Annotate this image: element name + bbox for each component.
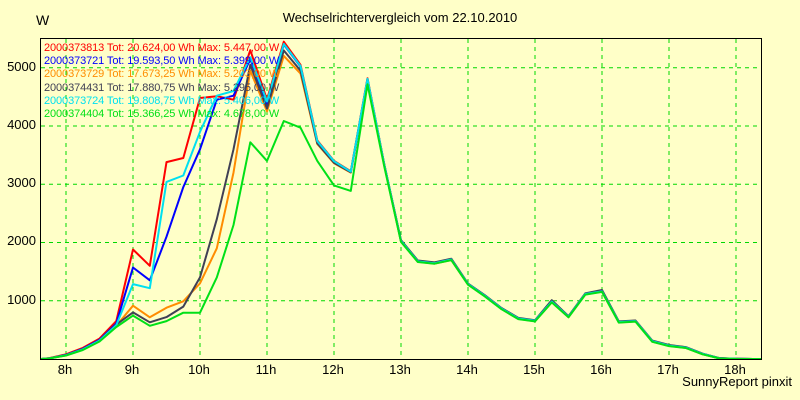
y-tick-label: 3000	[7, 175, 36, 191]
y-tick-label: 4000	[7, 116, 36, 132]
x-tick-label: 10h	[188, 362, 210, 377]
x-tick-label: 8h	[57, 362, 73, 377]
legend-item: 2000373721 Tot: 19.593,50 Wh Max: 5.399,…	[44, 55, 280, 68]
legend-item: 2000373729 Tot: 17.673,25 Wh Max: 5.203,…	[44, 68, 280, 81]
x-tick-label: 12h	[322, 362, 344, 377]
series-line-2000374404	[41, 83, 761, 359]
legend: 2000373813 Tot: 20.624,00 Wh Max: 5.447,…	[44, 42, 279, 121]
chart-canvas	[41, 39, 761, 359]
y-tick-label: 1000	[7, 291, 36, 307]
x-tick-label: 14h	[456, 362, 478, 377]
x-tick-label: 16h	[590, 362, 612, 377]
legend-item: 2000374431 Tot: 17.880,75 Wh Max: 5.295,…	[44, 81, 280, 94]
x-tick-label: 11h	[255, 362, 277, 377]
legend-item: 2000373813 Tot: 20.624,00 Wh Max: 5.447,…	[44, 42, 280, 54]
x-tick-label: 18h	[724, 362, 746, 377]
x-tick-label: 17h	[657, 362, 679, 377]
plot-area: 2000373813 Tot: 20.624,00 Wh Max: 5.447,…	[40, 38, 762, 360]
watermark: SunnyReport pinxit	[682, 374, 792, 389]
y-tick-label: 2000	[7, 233, 36, 249]
x-tick-label: 13h	[389, 362, 411, 377]
chart-title: Wechselrichtervergleich vom 22.10.2010	[282, 10, 518, 25]
legend-item: 2000373724 Tot: 19.808,75 Wh Max: 5.406,…	[44, 94, 280, 107]
legend-item: 2000374404 Tot: 15.366,25 Wh Max: 4.678,…	[44, 107, 280, 120]
x-tick-label: 9h	[124, 362, 140, 377]
y-axis-unit-label: W	[36, 12, 50, 28]
x-tick-label: 15h	[523, 362, 545, 377]
y-tick-label: 5000	[7, 58, 36, 74]
